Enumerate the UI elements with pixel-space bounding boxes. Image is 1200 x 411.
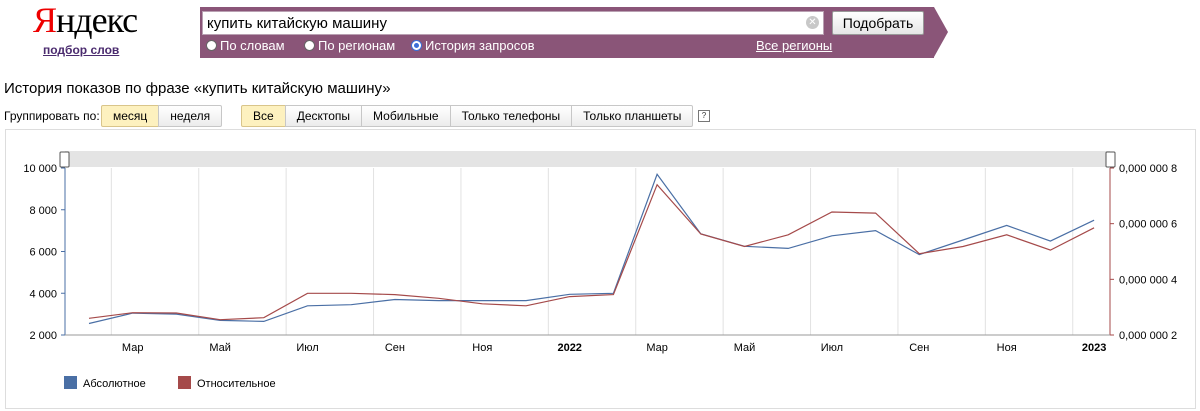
page-title: История показов по фразе «купить китайск… bbox=[4, 80, 391, 97]
legend-swatch bbox=[64, 376, 77, 389]
history-chart: 2 000 4 000 6 000 8 000 10 000 0,000 000 2 0,0… bbox=[23, 151, 1177, 390]
range-handle-right[interactable] bbox=[1105, 151, 1116, 168]
y-left-tick-label: 8 000 bbox=[29, 205, 57, 217]
device-tablets-button[interactable]: Только планшеты bbox=[571, 105, 694, 127]
x-tick-label: Сен bbox=[909, 342, 929, 354]
y-left-tick-label: 2 000 bbox=[29, 330, 57, 342]
chart-container: 2 000 4 000 6 000 8 000 10 000 0,000 000 2 0,0… bbox=[5, 129, 1196, 409]
device-phones-button[interactable]: Только телефоны bbox=[449, 105, 573, 127]
range-handle-left[interactable] bbox=[59, 151, 70, 168]
x-tick-label: 2022 bbox=[557, 342, 581, 354]
yandex-logo[interactable]: Яндекс bbox=[33, 0, 138, 40]
legend-label[interactable]: Абсолютное bbox=[83, 378, 146, 390]
submit-button[interactable]: Подобрать bbox=[832, 11, 924, 35]
search-band-arrow bbox=[934, 7, 948, 57]
y-right-tick-label: 0,000 000 2 bbox=[1119, 330, 1177, 342]
help-icon[interactable]: ? bbox=[698, 110, 710, 122]
radio-selected-icon bbox=[411, 40, 422, 51]
x-tick-label: Июл bbox=[821, 342, 843, 354]
logo-subtitle-link[interactable]: подбор слов bbox=[43, 43, 120, 57]
all-regions-link[interactable]: Все регионы bbox=[756, 38, 833, 53]
device-all-button[interactable]: Все bbox=[241, 105, 286, 127]
mode-by-regions[interactable]: По регионам bbox=[304, 38, 395, 54]
search-input[interactable]: купить китайскую машину bbox=[202, 11, 824, 35]
x-tick-label: Сен bbox=[385, 342, 405, 354]
group-week-button[interactable]: неделя bbox=[158, 105, 223, 127]
legend-swatch bbox=[178, 376, 191, 389]
x-tick-label: Май bbox=[209, 342, 231, 354]
range-navigator[interactable] bbox=[65, 151, 1110, 167]
y-right-tick-label: 0,000 000 8 bbox=[1119, 163, 1177, 175]
x-tick-label: 2023 bbox=[1082, 342, 1106, 354]
radio-icon bbox=[304, 40, 315, 51]
group-month-button[interactable]: месяц bbox=[101, 105, 160, 127]
y-left-tick-label: 4 000 bbox=[29, 288, 57, 300]
x-tick-label: Июл bbox=[296, 342, 318, 354]
x-tick-label: Мар bbox=[646, 342, 668, 354]
mode-history[interactable]: История запросов bbox=[411, 38, 535, 54]
y-left-tick-label: 10 000 bbox=[23, 163, 57, 175]
y-right-tick-label: 0,000 000 4 bbox=[1119, 274, 1177, 286]
series-line-absolute[interactable] bbox=[88, 173, 1095, 325]
x-tick-label: Ноя bbox=[997, 342, 1017, 354]
x-tick-label: Май bbox=[734, 342, 756, 354]
mode-by-words[interactable]: По словам bbox=[206, 38, 285, 54]
x-tick-label: Ноя bbox=[472, 342, 492, 354]
y-left-tick-label: 6 000 bbox=[29, 247, 57, 259]
clear-input-icon[interactable]: ✕ bbox=[806, 16, 819, 29]
radio-icon bbox=[206, 40, 217, 51]
y-right-tick-label: 0,000 000 6 bbox=[1119, 219, 1177, 231]
x-tick-label: Мар bbox=[122, 342, 144, 354]
device-filter: Все Десктопы Мобильные Только телефоны Т… bbox=[241, 105, 694, 127]
group-by-label: Группировать по: bbox=[4, 109, 100, 123]
series-line-relative[interactable] bbox=[88, 183, 1095, 321]
device-mobile-button[interactable]: Мобильные bbox=[361, 105, 451, 127]
device-desktop-button[interactable]: Десктопы bbox=[284, 105, 363, 127]
legend-label[interactable]: Относительное bbox=[197, 378, 276, 390]
group-by-toggle: месяц неделя bbox=[101, 105, 223, 127]
